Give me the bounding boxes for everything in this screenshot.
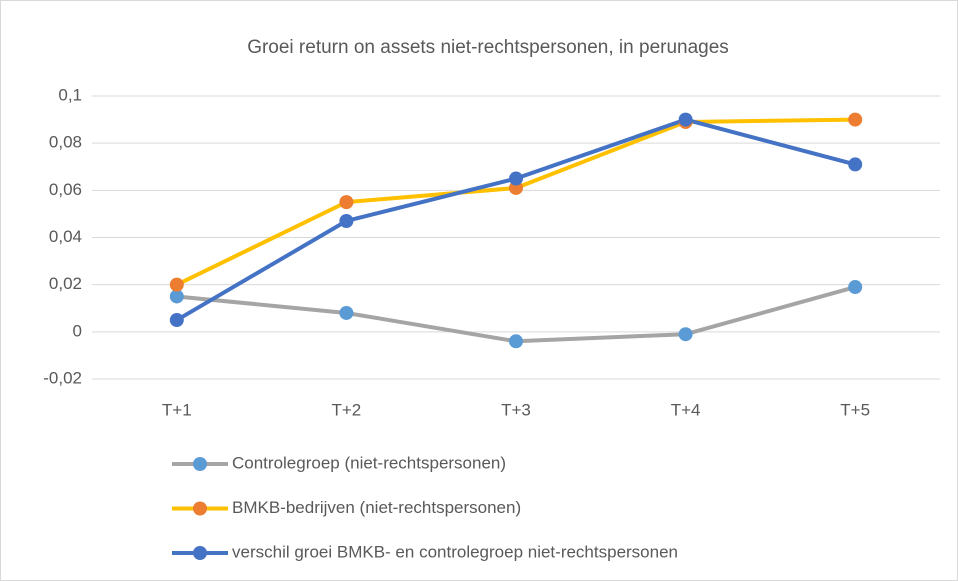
data-point: [169, 289, 184, 304]
legend-label: Controlegroep (niet-rechtspersonen): [232, 453, 506, 472]
data-point: [678, 112, 693, 127]
legend-label: verschil groei BMKB- en controlegroep ni…: [232, 542, 678, 561]
y-tick-label: 0: [73, 321, 82, 340]
legend-marker: [193, 457, 207, 471]
legend-marker: [193, 546, 207, 560]
x-tick-label: T+3: [501, 400, 531, 419]
data-point: [339, 305, 354, 320]
data-point: [169, 313, 184, 328]
x-tick-label: T+4: [671, 400, 701, 419]
data-point: [339, 213, 354, 228]
x-tick-label: T+2: [332, 400, 362, 419]
data-point: [169, 277, 184, 292]
legend-marker: [193, 501, 207, 516]
y-tick-label: 0,02: [49, 274, 82, 293]
x-tick-label: T+1: [162, 400, 192, 419]
y-tick-label: -0,02: [43, 368, 82, 387]
data-point: [848, 157, 863, 172]
y-tick-label: 0,1: [58, 85, 82, 104]
data-point: [339, 195, 354, 210]
data-point: [848, 280, 863, 295]
legend-label: BMKB-bedrijven (niet-rechtspersonen): [232, 498, 521, 517]
data-point: [678, 327, 693, 342]
data-point: [509, 171, 523, 186]
y-tick-label: 0,06: [49, 180, 82, 199]
data-point: [848, 112, 863, 127]
y-tick-label: 0,04: [49, 227, 82, 246]
data-point: [509, 334, 523, 349]
x-tick-label: T+5: [840, 400, 870, 419]
chart-title: Groei return on assets niet-rechtsperson…: [247, 37, 729, 58]
y-tick-label: 0,08: [49, 133, 82, 152]
